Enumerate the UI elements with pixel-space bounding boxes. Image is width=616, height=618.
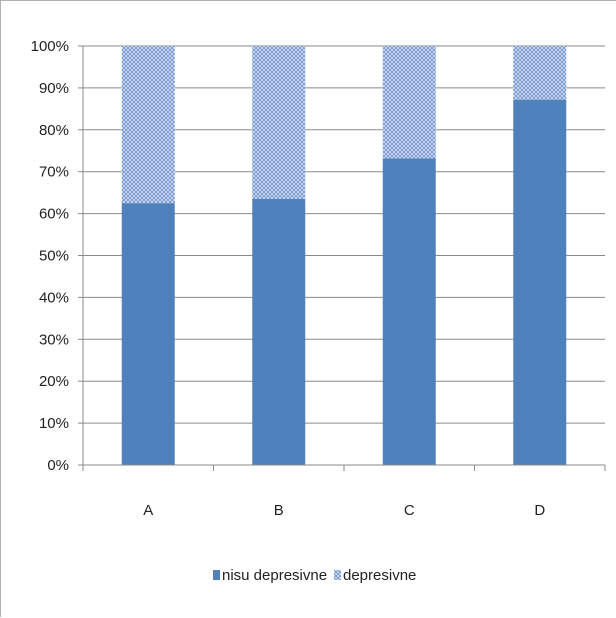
- legend: nisu depresivne depresivne: [213, 567, 416, 584]
- bar-b-depresivne: [252, 46, 305, 199]
- y-tick-label: 100%: [31, 38, 69, 55]
- x-tick-label: A: [143, 502, 153, 519]
- bar-d-nisu-depresivne: [513, 100, 566, 465]
- x-tick-label: C: [404, 502, 415, 519]
- y-tick-label: 80%: [39, 122, 69, 139]
- bar-c-depresivne: [383, 46, 436, 158]
- y-tick-label: 20%: [39, 373, 69, 390]
- x-tick-label: B: [274, 502, 284, 519]
- legend-swatch-nisu-depresivne: [213, 570, 220, 580]
- bar-a-depresivne: [122, 46, 175, 203]
- y-tick-label: 30%: [39, 331, 69, 348]
- bar-b-nisu-depresivne: [252, 199, 305, 465]
- legend-swatch-depresivne: [334, 570, 341, 580]
- bar-d-depresivne: [513, 46, 566, 100]
- y-tick-label: 0%: [47, 457, 69, 474]
- y-tick-label: 70%: [39, 164, 69, 181]
- x-tick-label: D: [534, 502, 545, 519]
- bar-c-nisu-depresivne: [383, 158, 436, 465]
- legend-label: depresivne: [343, 567, 416, 584]
- y-tick-label: 60%: [39, 206, 69, 223]
- y-tick-label: 10%: [39, 415, 69, 432]
- y-tick-label: 90%: [39, 80, 69, 97]
- y-tick-label: 50%: [39, 248, 69, 265]
- y-tick-label: 40%: [39, 289, 69, 306]
- bar-a-nisu-depresivne: [122, 203, 175, 465]
- legend-label: nisu depresivne: [222, 567, 327, 584]
